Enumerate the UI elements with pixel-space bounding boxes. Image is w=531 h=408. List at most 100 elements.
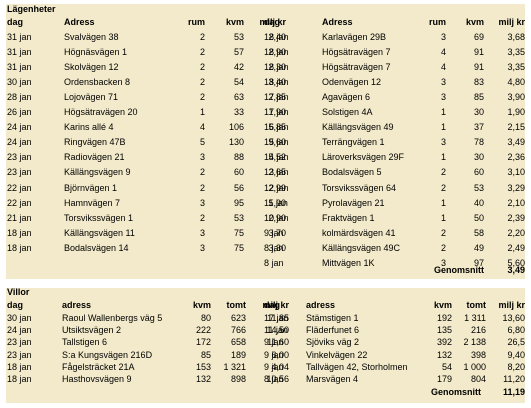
cell-rooms: 4 xyxy=(440,61,446,72)
cell-price: 2,40 xyxy=(268,31,286,42)
cell-address: Svalvägen 38 xyxy=(64,31,119,42)
cell-rooms: 1 xyxy=(440,107,446,117)
cell-day: 18 jan xyxy=(7,227,32,238)
cell-rooms: 1 xyxy=(440,197,446,208)
cell-day: 17 jan xyxy=(264,313,289,323)
cell-rooms: 1 xyxy=(440,122,446,133)
column-header-day: dag xyxy=(7,17,24,27)
cell-rooms: 2 xyxy=(199,61,205,72)
cell-address: Hamnvägen 7 xyxy=(64,197,121,208)
cell-day: 24 jan xyxy=(7,122,32,133)
cell-sqm: 106 xyxy=(228,122,244,133)
cell-sqm: 56 xyxy=(233,182,244,193)
cell-day: 31 jan xyxy=(7,31,32,42)
cell-address: Källängsvägen 49 xyxy=(322,122,394,133)
cell-price: 3,40 xyxy=(268,76,286,87)
cell-price: 2,99 xyxy=(268,182,286,193)
cell-day: 24 jan xyxy=(7,137,32,148)
cell-price: 14,50 xyxy=(266,325,289,336)
column-header-rooms: rum xyxy=(428,17,446,27)
average-label: Genomsnitt xyxy=(430,387,481,397)
cell-address: Raoul Wallenbergs väg 5 xyxy=(62,313,163,323)
cell-price: 2,36 xyxy=(507,152,525,163)
cell-day: 22 jan xyxy=(7,197,32,208)
cell-day: 21 jan xyxy=(7,212,32,223)
cell-sqm: 54 xyxy=(233,76,244,87)
cell-sqm: 85 xyxy=(200,349,211,360)
cell-rooms: 3 xyxy=(199,197,205,208)
cell-sqm: 69 xyxy=(473,31,484,42)
cell-price: 2,30 xyxy=(268,61,286,72)
column-header-plot: tomt xyxy=(466,300,487,310)
cell-rooms: 3 xyxy=(440,91,446,102)
cell-sqm: 88 xyxy=(233,152,244,163)
cell-rooms: 4 xyxy=(440,46,446,57)
cell-rooms: 3 xyxy=(440,137,446,148)
cell-day: 23 jan xyxy=(7,349,32,360)
cell-price: 1,90 xyxy=(268,107,286,117)
cell-address: Agavägen 6 xyxy=(322,91,371,102)
cell-plot: 398 xyxy=(470,349,486,360)
cell-day: 24 jan xyxy=(7,325,32,336)
cell-price: 6,80 xyxy=(507,325,525,336)
cell-day: 18 jan xyxy=(264,31,289,42)
cell-price: 3,70 xyxy=(268,227,286,238)
average-value: 3,49 xyxy=(507,265,525,275)
cell-plot: 766 xyxy=(230,325,246,336)
cell-sqm: 63 xyxy=(233,91,244,102)
column-header-address: adress xyxy=(62,300,92,310)
cell-day: 10 jan xyxy=(264,212,289,223)
cell-sqm: 179 xyxy=(436,374,452,384)
cell-address: Läroverksvägen 29F xyxy=(322,152,405,163)
cell-plot: 623 xyxy=(230,313,246,323)
cell-rooms: 2 xyxy=(199,167,205,178)
cell-sqm: 53 xyxy=(233,31,244,42)
cell-sqm: 75 xyxy=(233,242,244,253)
cell-address: Högsätravägen 7 xyxy=(322,61,391,72)
cell-day: 17 jan xyxy=(264,107,289,117)
cell-address: Högsätravägen 20 xyxy=(64,107,138,117)
cell-price: 5,90 xyxy=(268,197,286,208)
cell-address: Karlavägen 29B xyxy=(322,31,387,42)
cell-plot: 189 xyxy=(230,349,246,360)
cell-price: 26,5 xyxy=(507,337,525,348)
cell-address: Marsvägen 4 xyxy=(306,374,359,384)
cell-address: Radiovägen 21 xyxy=(64,152,125,163)
apartments-panel: Lägenheter dag Adress rum kvm milj kr dag Adres… xyxy=(6,4,525,279)
cell-rooms: 2 xyxy=(199,46,205,57)
cell-address: Odenvägen 12 xyxy=(322,76,382,87)
cell-day: 8 jan xyxy=(264,374,284,384)
cell-day: 11 jan xyxy=(264,197,288,208)
cell-sqm: 58 xyxy=(473,227,484,238)
cell-sqm: 132 xyxy=(195,374,211,384)
cell-day: 16 jan xyxy=(264,122,289,133)
column-header-plot: tomt xyxy=(226,300,247,310)
cell-plot: 216 xyxy=(470,325,486,336)
cell-price: 11,85 xyxy=(267,313,289,323)
column-header-price: milj kr xyxy=(498,17,525,27)
cell-price: 8,20 xyxy=(507,361,525,372)
cell-day: 9 jan xyxy=(264,361,284,372)
cell-address: Terrängvägen 1 xyxy=(322,137,385,148)
cell-rooms: 2 xyxy=(199,212,205,223)
cell-rooms: 3 xyxy=(199,242,205,253)
column-header-day: dag xyxy=(264,300,281,310)
cell-day: 9 jan xyxy=(264,227,284,238)
cell-price: 13,60 xyxy=(502,313,525,323)
cell-sqm: 53 xyxy=(233,212,244,223)
cell-day: 23 jan xyxy=(7,152,32,163)
cell-price: 9,60 xyxy=(268,137,286,148)
cell-address: Lojovägen 71 xyxy=(64,91,119,102)
cell-sqm: 132 xyxy=(436,349,452,360)
column-header-sqm: kvm xyxy=(225,17,244,27)
cell-day: 14 jan xyxy=(264,152,289,163)
cell-rooms: 3 xyxy=(440,31,446,42)
cell-day: 18 jan xyxy=(264,46,289,57)
cell-sqm: 91 xyxy=(473,46,484,57)
cell-sqm: 30 xyxy=(473,107,484,117)
cell-price: 3,35 xyxy=(507,61,525,72)
cell-price: 2,15 xyxy=(507,122,525,133)
cell-day: 8 jan xyxy=(264,258,284,268)
cell-address: Tallstigen 6 xyxy=(62,337,108,348)
cell-day: 18 jan xyxy=(7,374,32,384)
